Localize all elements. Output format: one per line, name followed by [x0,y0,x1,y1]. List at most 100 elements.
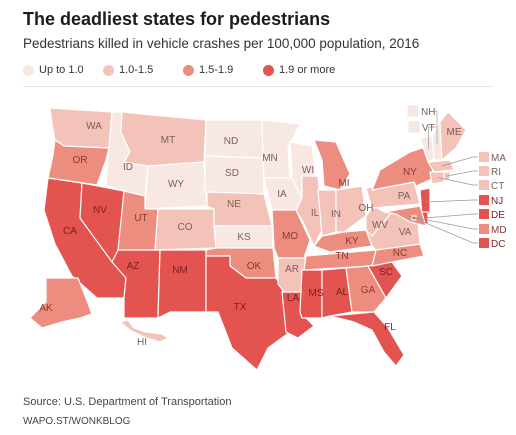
source-note: Source: U.S. Department of Transportatio… [23,396,232,408]
legend-label: 1.9 or more [279,64,336,76]
state-ct [429,171,445,185]
state-label-dc: DC [491,239,505,250]
state-ga [345,265,387,313]
legend-label: 1.5-1.9 [199,64,234,76]
map-title: The deadliest states for pedestrians [23,9,331,29]
state-label-va: VA [399,227,412,238]
state-label-ak: AK [39,303,53,314]
state-label-ri: RI [491,167,501,178]
state-label-pa: PA [398,191,411,202]
state-label-az: AZ [127,261,140,272]
leader-line [413,217,478,244]
leader-line [437,177,478,186]
state-al [321,267,353,319]
state-label-mi: MI [338,178,349,189]
state-nj [419,187,431,217]
state-label-ut: UT [134,213,147,224]
state-label-sc: SC [379,267,393,278]
state-label-hi: HI [137,337,147,348]
state-label-ma: MA [491,153,506,164]
state-ms [299,269,323,319]
state-label-wi: WI [302,165,314,176]
state-label-ks: KS [237,232,251,243]
state-label-wv: WV [372,220,388,231]
legend-swatch [183,65,194,76]
state-fl [329,311,405,367]
state-label-nm: NM [172,265,188,276]
state-swatch-dc [479,238,489,248]
state-label-oh: OH [359,203,374,214]
leader-line [424,213,478,219]
state-swatch-ri [479,166,489,176]
state-swatch-nh [407,105,419,117]
state-label-nv: NV [93,205,107,216]
state-label-al: AL [336,287,349,298]
state-label-vt: VT [422,123,435,134]
state-swatch-ct [479,180,489,190]
state-nm [157,249,207,319]
state-swatch-vt [408,121,420,133]
leader-line [425,199,478,203]
state-label-wy: WY [168,179,184,190]
state-or [47,139,110,186]
leader-line [428,126,436,149]
state-label-fl: FL [384,322,396,333]
state-label-nc: NC [393,248,407,259]
state-label-ky: KY [345,236,359,247]
state-label-ne: NE [227,199,241,210]
state-label-nh: NH [421,107,435,118]
legend-swatch [103,65,114,76]
legend-label: 1.0-1.5 [119,64,154,76]
state-label-il: IL [311,208,320,219]
state-me [439,111,467,161]
legend-divider [23,86,493,87]
state-label-tn: TN [335,251,348,262]
state-md [383,205,427,227]
state-label-ca: CA [63,226,77,237]
legend-label: Up to 1.0 [39,64,84,76]
state-label-mo: MO [282,231,298,242]
state-label-de: DE [491,210,505,221]
state-swatch-md [479,224,489,234]
state-label-in: IN [331,209,341,220]
state-label-or: OR [73,155,88,166]
state-ny [371,145,435,191]
state-label-nj: NJ [491,196,503,207]
leader-line [407,215,478,230]
legend-swatch [263,65,274,76]
state-hi [119,319,169,343]
leader-line [441,156,478,167]
state-label-mt: MT [161,135,175,146]
state-wa [49,107,113,149]
state-label-md: MD [491,225,507,236]
state-il [295,175,323,247]
state-swatch-ma [479,152,489,162]
map-subtitle: Pedestrians killed in vehicle crashes pe… [23,36,420,51]
credit-line: WAPO.ST/WONKBLOG [23,416,131,427]
state-label-ar: AR [285,264,299,275]
state-label-ct: CT [491,181,504,192]
state-label-la: LA [287,293,300,304]
state-label-ia: IA [277,189,287,200]
state-label-ny: NY [403,167,417,178]
state-label-co: CO [178,222,193,233]
state-ak [29,277,93,329]
us-choropleth-map: WA OR CA NV ID MT WY UT AZ CO NM ND SD NE KS OK TX MN IA MO… [29,105,507,371]
state-label-me: ME [447,127,462,138]
state-swatch-de [479,209,489,219]
legend-swatch [23,65,34,76]
state-oh [335,185,367,233]
leader-line [435,110,438,145]
leader-line [446,170,478,177]
state-label-id: ID [123,162,133,173]
state-label-mn: MN [262,153,278,164]
state-label-ms: MS [309,288,324,299]
state-label-tx: TX [234,302,247,313]
state-label-nd: ND [224,136,238,147]
state-ma [427,159,455,173]
state-label-ga: GA [361,285,376,296]
state-label-wa: WA [86,121,102,132]
state-label-sd: SD [225,168,239,179]
state-swatch-nj [479,195,489,205]
state-label-ok: OK [247,261,262,272]
